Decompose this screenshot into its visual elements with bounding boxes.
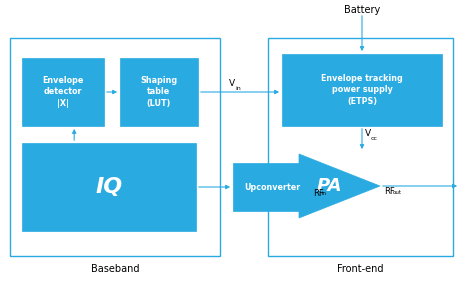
Text: IQ: IQ [95,177,122,197]
Text: PA: PA [316,177,342,195]
Text: in: in [234,86,240,91]
Bar [232,163,310,211]
Text: Envelope tracking
power supply
(ETPS): Envelope tracking power supply (ETPS) [320,74,402,106]
Text: RF: RF [313,189,323,198]
Text: Battery: Battery [343,5,379,15]
Polygon shape [298,154,379,218]
Bar [120,58,198,126]
Text: V: V [228,79,234,88]
Text: RF: RF [383,187,394,196]
Bar [22,58,104,126]
Text: V: V [364,129,370,138]
Text: Front-end: Front-end [337,264,383,274]
Text: out: out [392,190,401,195]
Bar [268,38,452,256]
Text: Upconverter: Upconverter [244,182,300,191]
Bar [282,54,441,126]
Text: Baseband: Baseband [91,264,139,274]
Text: in: in [321,191,326,196]
Text: Shaping
table
(LUT): Shaping table (LUT) [140,76,177,108]
Bar [22,143,195,231]
Text: cc: cc [370,136,377,141]
Text: Envelope
detector
|X|: Envelope detector |X| [42,76,83,108]
Bar [10,38,219,256]
